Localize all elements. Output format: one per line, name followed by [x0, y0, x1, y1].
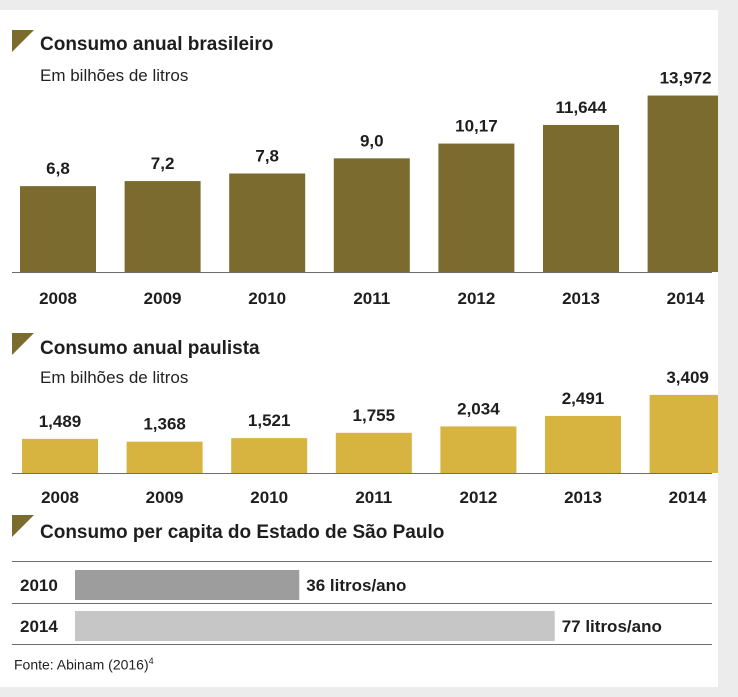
chart1-subtitle: Em bilhões de litros [40, 66, 189, 85]
chart1-bar-2011 [333, 158, 410, 272]
chart1-tick-label: 2012 [457, 289, 495, 308]
source-footnote: 4 [148, 656, 154, 666]
chart2-value-label: 1,755 [353, 406, 396, 425]
chart3-bar-2010 [75, 570, 300, 600]
chart1-value-label: 13,972 [660, 69, 712, 88]
chart2-tick-label: 2014 [669, 488, 707, 507]
chart1-value-label: 11,644 [555, 98, 607, 117]
chart1-value-label: 10,17 [455, 117, 498, 136]
chart1-value-label: 7,8 [255, 146, 279, 165]
chart2-value-label: 2,491 [562, 389, 605, 408]
triangle-corner-icon [12, 515, 34, 537]
source-text: Fonte: Abinam (2016) [14, 656, 149, 673]
chart1-value-label: 7,2 [151, 154, 175, 173]
chart1-tick-label: 2013 [562, 289, 600, 308]
chart2-svg: 1,489 2008 1,368 2009 1,521 2010 1,755 2011 2,03… [12, 368, 718, 507]
chart3-svg: 2010 36 litros/ano 2014 77 litros/ano [12, 561, 712, 645]
chart2-title: Consumo anual paulista [40, 338, 260, 359]
chart2-value-label: 2,034 [457, 399, 500, 418]
chart3-value-label: 36 litros/ano [306, 576, 406, 595]
chart2-tick-label: 2011 [355, 488, 392, 507]
chart3-bar-2014 [75, 611, 555, 641]
chart1-bar-2009 [124, 181, 201, 272]
chart1-svg: 6,8 2008 7,2 2009 7,8 2010 9,0 2011 10,17 2012 11,… [12, 69, 718, 308]
chart2-tick-label: 2012 [459, 488, 497, 507]
chart2-value-label: 1,521 [248, 411, 291, 430]
chart2-bar-2012 [440, 426, 517, 473]
triangle-shape [12, 515, 34, 537]
chart2-value-label: 3,409 [666, 368, 709, 387]
chart1-tick-label: 2008 [39, 289, 77, 308]
infographic-card: Consumo anual brasileiro Em bilhões de l… [0, 10, 718, 687]
triangle-corner-icon [12, 30, 34, 52]
chart1-value-label: 9,0 [360, 131, 384, 150]
chart2-tick-label: 2013 [564, 488, 602, 507]
chart1-bar-2014 [647, 95, 718, 273]
chart2-bar-2013 [545, 415, 621, 473]
triangle-shape [12, 30, 34, 52]
chart1-tick-label: 2009 [144, 289, 182, 308]
chart2-bar-2010 [231, 438, 308, 473]
chart2-value-label: 1,489 [39, 412, 82, 431]
chart1-tick-label: 2011 [353, 289, 390, 308]
chart1-bar-2012 [438, 143, 515, 272]
chart2-bar-2011 [335, 432, 412, 473]
chart2-value-label: 1,368 [143, 415, 186, 434]
chart3-category-label: 2014 [20, 617, 58, 636]
chart1-tick-label: 2014 [667, 289, 705, 308]
chart3-title: Consumo per capita do Estado de São Paul… [40, 522, 445, 543]
chart2-bar-2008 [22, 438, 98, 473]
triangle-corner-icon [12, 333, 34, 355]
chart2-tick-label: 2008 [41, 488, 79, 507]
chart2-bar-2014 [649, 394, 718, 473]
triangle-shape [12, 333, 34, 355]
chart2-subtitle: Em bilhões de litros [40, 368, 189, 387]
chart1-bar-2010 [229, 173, 306, 272]
chart2-tick-label: 2009 [146, 488, 184, 507]
chart1-bar-2008 [20, 186, 96, 272]
chart1-tick-label: 2010 [248, 289, 286, 308]
chart3-category-label: 2010 [20, 576, 58, 595]
chart2-bar-2009 [126, 441, 203, 473]
source-note: Fonte: Abinam (2016)4 [14, 656, 154, 673]
chart1-bar-2013 [543, 124, 619, 272]
chart2-tick-label: 2010 [250, 488, 288, 507]
chart3-value-label: 77 litros/ano [562, 617, 662, 636]
chart1-title: Consumo anual brasileiro [40, 34, 274, 55]
chart1-value-label: 6,8 [46, 159, 70, 178]
